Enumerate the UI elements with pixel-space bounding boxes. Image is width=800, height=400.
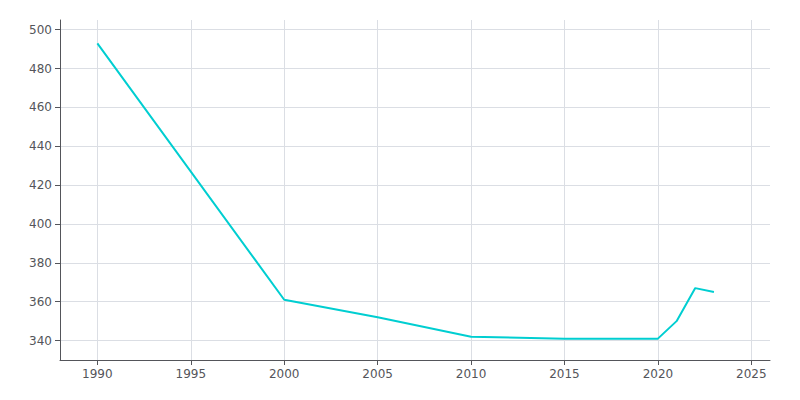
svg-text:500: 500 <box>29 23 52 37</box>
svg-text:360: 360 <box>29 295 52 309</box>
svg-text:2010: 2010 <box>456 367 487 381</box>
svg-text:420: 420 <box>29 178 52 192</box>
svg-text:2005: 2005 <box>362 367 393 381</box>
svg-text:2020: 2020 <box>643 367 674 381</box>
svg-text:380: 380 <box>29 256 52 270</box>
svg-text:480: 480 <box>29 62 52 76</box>
svg-text:1995: 1995 <box>176 367 207 381</box>
svg-text:2015: 2015 <box>549 367 580 381</box>
svg-text:440: 440 <box>29 139 52 153</box>
svg-text:2000: 2000 <box>269 367 300 381</box>
svg-text:400: 400 <box>29 217 52 231</box>
svg-text:460: 460 <box>29 100 52 114</box>
svg-text:2025: 2025 <box>736 367 767 381</box>
svg-text:340: 340 <box>29 334 52 348</box>
svg-text:1990: 1990 <box>82 367 113 381</box>
